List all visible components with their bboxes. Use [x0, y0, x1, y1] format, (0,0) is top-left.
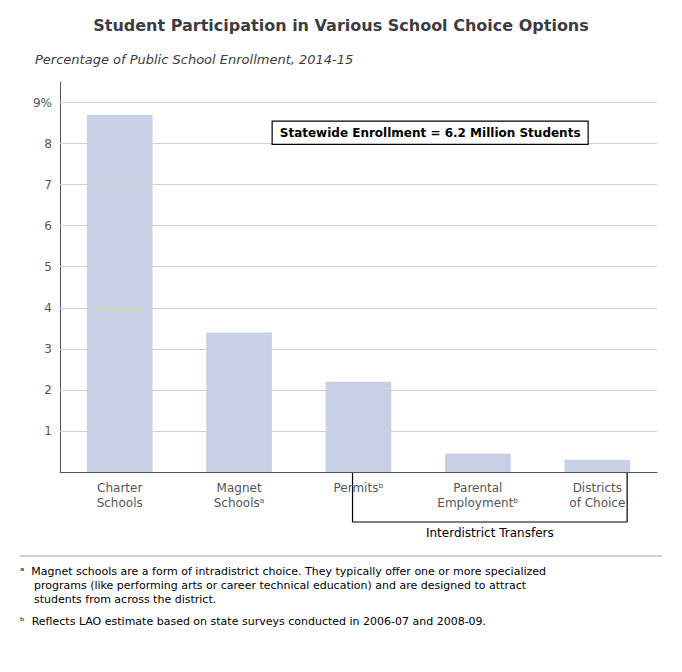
svg-text:Student Participation in Vario: Student Participation in Various School …	[93, 16, 589, 35]
svg-text:8: 8	[44, 137, 52, 151]
svg-text:ᵇ Reflects LAO estimate based: ᵇ Reflects LAO estimate based on state s…	[20, 615, 486, 628]
svg-text:Permitsᵇ: Permitsᵇ	[333, 481, 383, 495]
svg-text:Percentage of Public School En: Percentage of Public School Enrollment, …	[35, 52, 353, 67]
svg-text:Charter: Charter	[97, 481, 142, 495]
svg-text:ᵃ Magnet schools are a form o: ᵃ Magnet schools are a form of intradist…	[20, 565, 546, 578]
svg-text:Schools: Schools	[97, 496, 143, 510]
svg-text:students from across the distr: students from across the district.	[20, 593, 216, 606]
svg-text:4: 4	[44, 301, 52, 315]
svg-text:1: 1	[44, 424, 52, 438]
svg-text:7: 7	[44, 178, 52, 192]
svg-text:2: 2	[44, 383, 52, 397]
svg-text:Parental: Parental	[453, 481, 502, 495]
svg-text:Districts: Districts	[573, 481, 622, 495]
svg-text:Schoolsᵃ: Schoolsᵃ	[214, 496, 265, 510]
svg-text:3: 3	[44, 342, 52, 356]
svg-text:6: 6	[44, 219, 52, 233]
svg-text:programs (like performing arts: programs (like performing arts or career…	[20, 579, 527, 592]
svg-text:Employmentᵇ: Employmentᵇ	[437, 496, 518, 510]
svg-text:Interdistrict Transfers: Interdistrict Transfers	[426, 526, 554, 540]
svg-text:Statewide Enrollment = 6.2 Mil: Statewide Enrollment = 6.2 Million Stude…	[280, 126, 581, 140]
svg-text:9%: 9%	[33, 96, 52, 110]
svg-text:of Choice: of Choice	[569, 496, 625, 510]
svg-text:5: 5	[44, 260, 52, 274]
svg-text:Magnet: Magnet	[217, 481, 262, 495]
